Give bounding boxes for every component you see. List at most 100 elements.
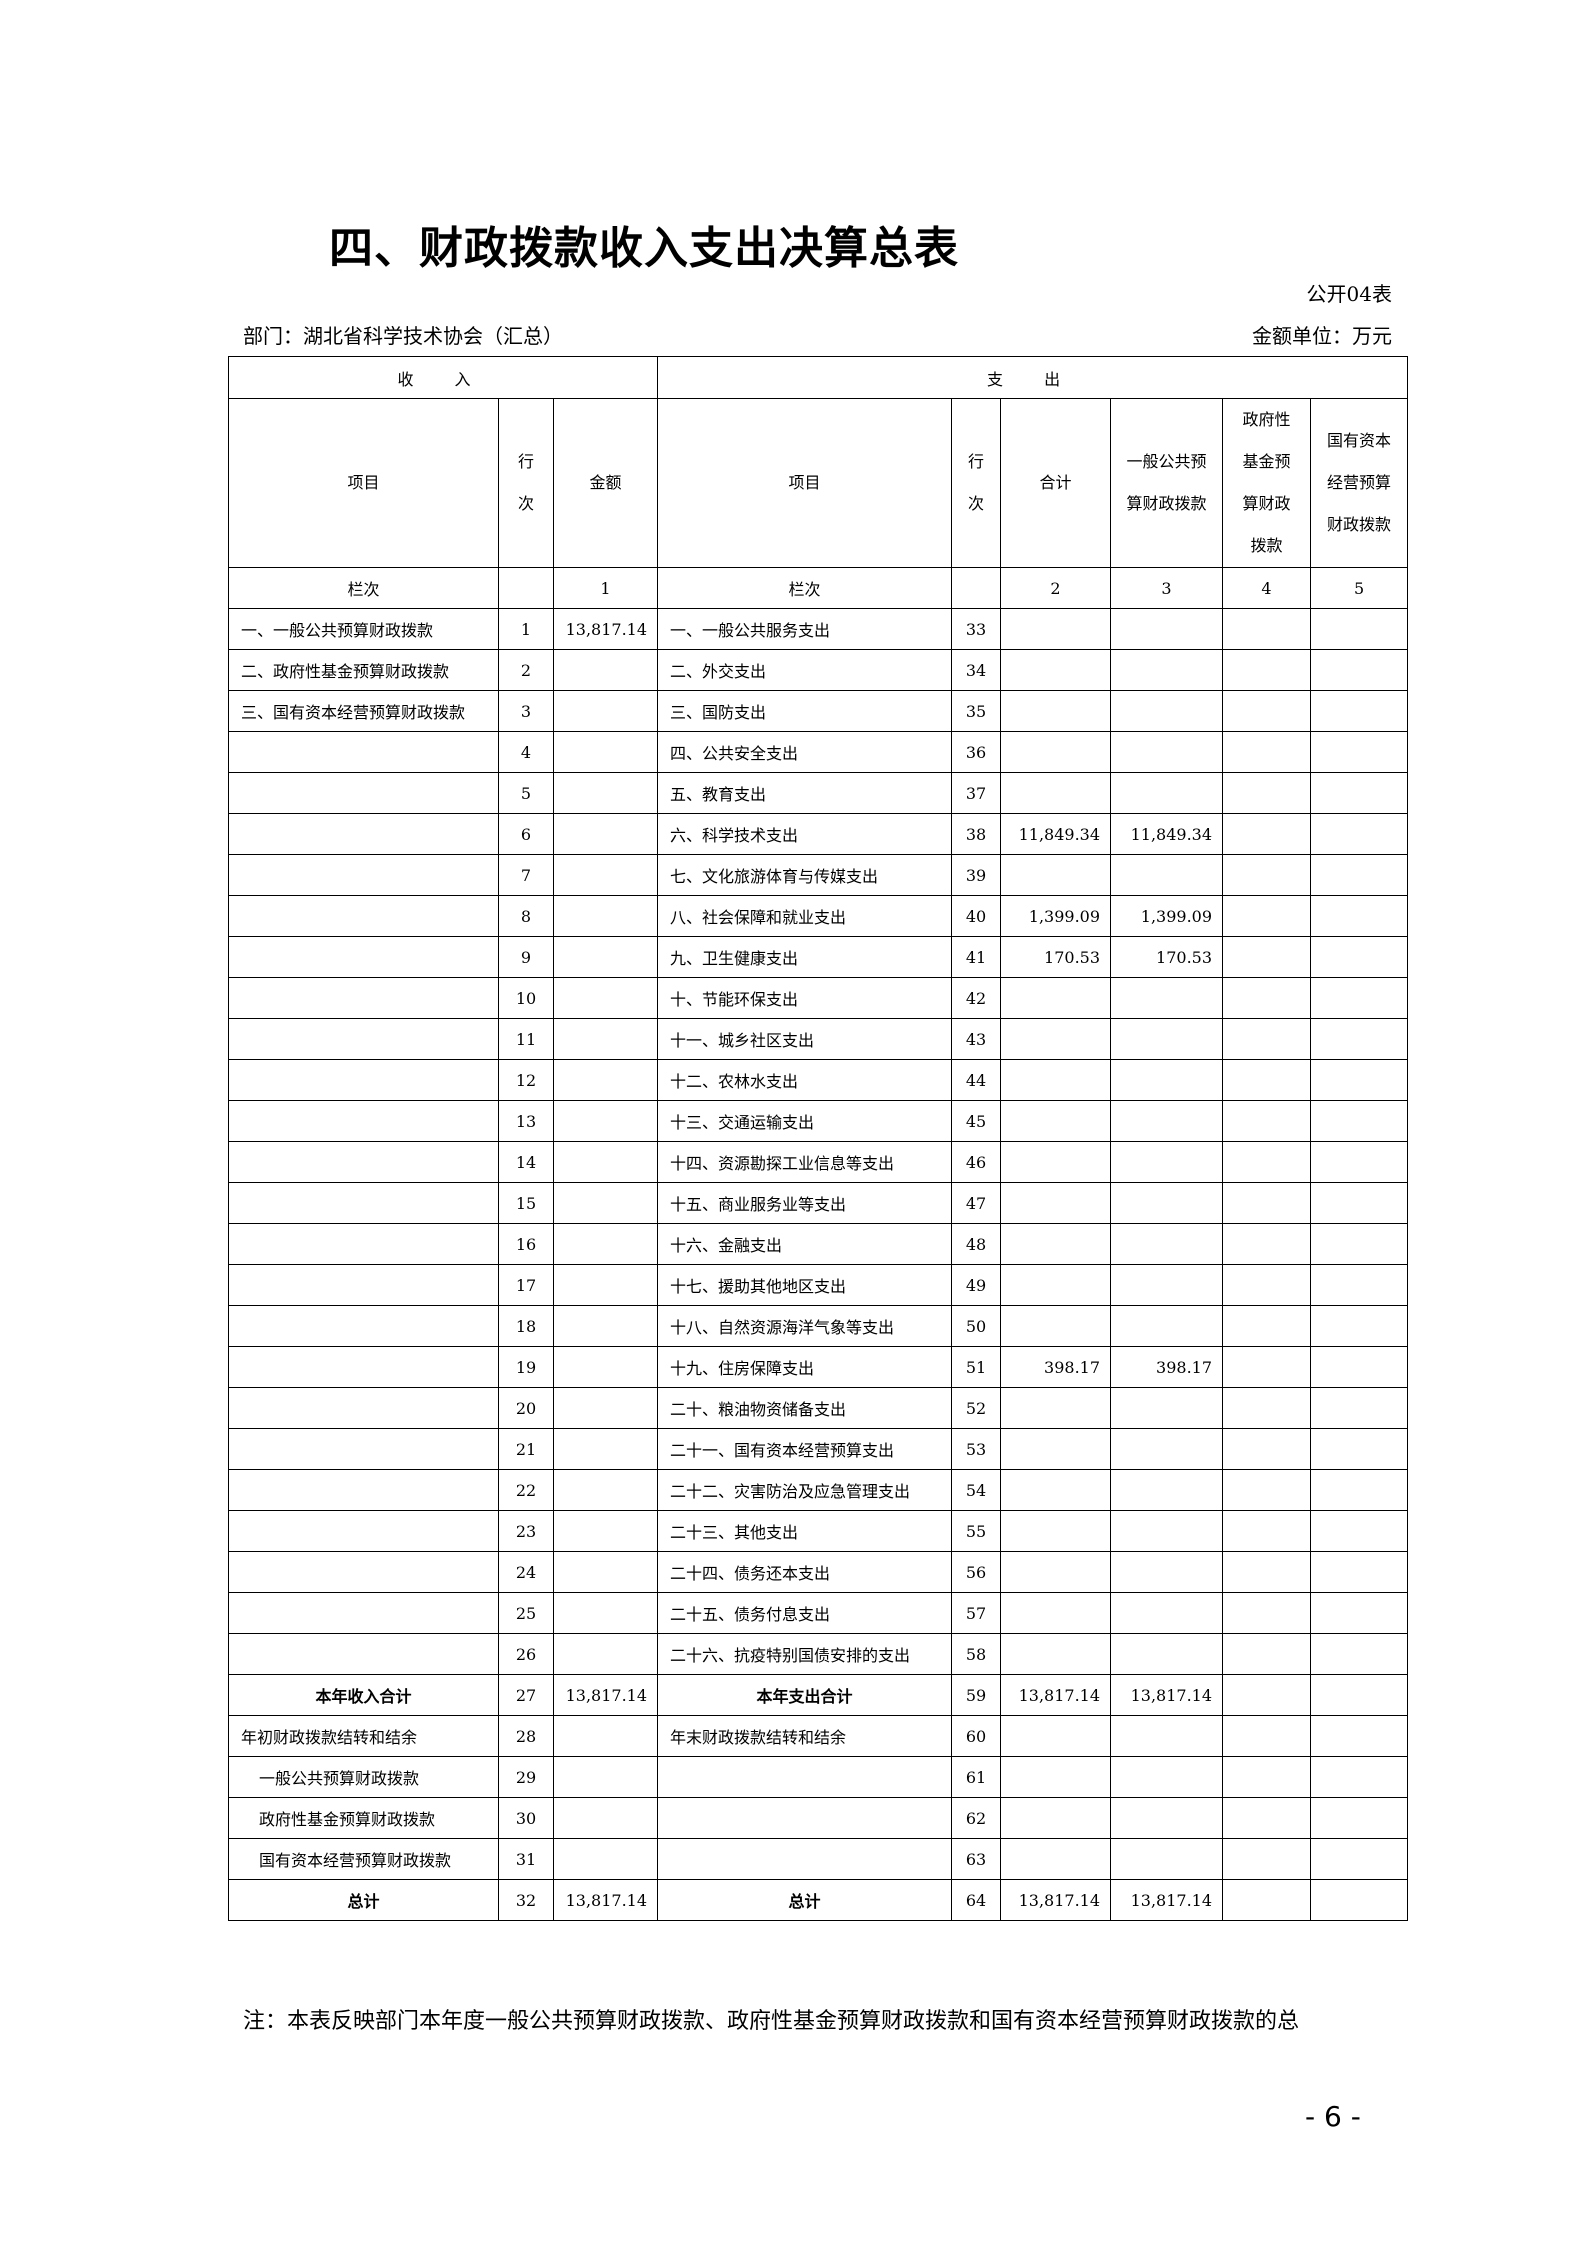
table-row: 二、政府性基金预算财政拨款 2 二、外交支出 34	[228, 649, 1409, 691]
expense-total	[1000, 1141, 1112, 1183]
expense-general-budget	[1110, 608, 1224, 650]
income-item	[228, 813, 499, 855]
expense-line-no: 38	[951, 813, 1002, 855]
expense-capital-budget	[1310, 772, 1409, 814]
expense-line-no: 53	[951, 1428, 1002, 1470]
expense-general-budget	[1110, 1387, 1224, 1429]
income-amount	[552, 1592, 659, 1634]
unit-label: 金额单位：万元	[1252, 324, 1392, 348]
income-line-no: 16	[498, 1223, 554, 1265]
expense-item: 三、国防支出	[657, 690, 953, 732]
expense-fund-budget	[1222, 690, 1312, 732]
fund-budget-header: 政府性基金预算财政拨款	[1222, 398, 1312, 568]
table-row: 国有资本经营预算财政拨款 31 63	[228, 1838, 1409, 1880]
table-row: 24 二十四、债务还本支出 56	[228, 1551, 1409, 1593]
expense-general-budget	[1110, 1141, 1224, 1183]
expense-item: 本年支出合计	[657, 1674, 953, 1716]
expense-line-no: 46	[951, 1141, 1002, 1183]
expense-header: 支 出	[657, 356, 1409, 399]
expense-total	[1000, 1305, 1112, 1347]
expense-item: 二十五、债务付息支出	[657, 1592, 953, 1634]
expense-fund-budget	[1222, 1223, 1312, 1265]
expense-fund-budget	[1222, 1059, 1312, 1101]
expense-fund-budget	[1222, 854, 1312, 896]
expense-line-no: 52	[951, 1387, 1002, 1429]
income-line-no: 7	[498, 854, 554, 896]
table-row: 一、一般公共预算财政拨款 1 13,817.14 一、一般公共服务支出 33	[228, 608, 1409, 650]
income-line-no: 18	[498, 1305, 554, 1347]
expense-item: 一、一般公共服务支出	[657, 608, 953, 650]
expense-capital-budget	[1310, 895, 1409, 937]
expense-line-no: 63	[951, 1838, 1002, 1880]
expense-total	[1000, 1059, 1112, 1101]
expense-total	[1000, 1018, 1112, 1060]
income-amount	[552, 1510, 659, 1552]
expense-item: 十一、城乡社区支出	[657, 1018, 953, 1060]
expense-fund-budget	[1222, 1469, 1312, 1511]
expense-fund-budget	[1222, 731, 1312, 773]
expense-fund-budget	[1222, 1387, 1312, 1429]
expense-capital-budget	[1310, 1510, 1409, 1552]
expense-capital-budget	[1310, 1141, 1409, 1183]
table-row: 22 二十二、灾害防治及应急管理支出 54	[228, 1469, 1409, 1511]
col-index-3: 3	[1110, 567, 1224, 609]
expense-general-budget	[1110, 1100, 1224, 1142]
expense-line-no: 59	[951, 1674, 1002, 1716]
table-row: 三、国有资本经营预算财政拨款 3 三、国防支出 35	[228, 690, 1409, 732]
income-line-no: 12	[498, 1059, 554, 1101]
expense-total	[1000, 608, 1112, 650]
expense-general-budget	[1110, 1428, 1224, 1470]
expense-total	[1000, 1182, 1112, 1224]
expense-item: 十、节能环保支出	[657, 977, 953, 1019]
expense-general-budget: 13,817.14	[1110, 1879, 1224, 1921]
expense-item: 十六、金融支出	[657, 1223, 953, 1265]
income-item	[228, 1100, 499, 1142]
income-amount	[552, 1469, 659, 1511]
table-row: 8 八、社会保障和就业支出 40 1,399.09 1,399.09	[228, 895, 1409, 937]
form-number: 公开04表	[1306, 282, 1392, 306]
expense-general-budget	[1110, 649, 1224, 691]
table-row: 12 十二、农林水支出 44	[228, 1059, 1409, 1101]
income-amount	[552, 936, 659, 978]
income-line-no: 9	[498, 936, 554, 978]
expense-fund-budget	[1222, 1592, 1312, 1634]
expense-line-no: 56	[951, 1551, 1002, 1593]
col-label: 栏次	[657, 567, 953, 609]
expense-total	[1000, 772, 1112, 814]
expense-item: 二十三、其他支出	[657, 1510, 953, 1552]
income-item	[228, 1346, 499, 1388]
expense-general-budget	[1110, 1469, 1224, 1511]
income-amount	[552, 1141, 659, 1183]
income-item: 一、一般公共预算财政拨款	[228, 608, 499, 650]
expense-line-no: 60	[951, 1715, 1002, 1757]
income-amount	[552, 1838, 659, 1880]
expense-total	[1000, 731, 1112, 773]
income-header: 收 入	[227, 356, 659, 399]
income-line-no: 1	[498, 608, 554, 650]
table-row: 13 十三、交通运输支出 45	[228, 1100, 1409, 1142]
income-item	[228, 854, 499, 896]
budget-summary-table: 收 入 支 出 项目 行次 金额 项目 行次 合计 一般公共预算财政拨款 政府性…	[227, 356, 1409, 1921]
table-row: 14 十四、资源勘探工业信息等支出 46	[228, 1141, 1409, 1183]
table-row: 6 六、科学技术支出 38 11,849.34 11,849.34	[228, 813, 1409, 855]
income-amount	[552, 1223, 659, 1265]
expense-line-no: 40	[951, 895, 1002, 937]
page-title: 四、财政拨款收入支出决算总表	[329, 223, 959, 274]
expense-fund-budget	[1222, 1674, 1312, 1716]
table-row: 18 十八、自然资源海洋气象等支出 50	[228, 1305, 1409, 1347]
expense-line-no: 50	[951, 1305, 1002, 1347]
income-amount	[552, 1305, 659, 1347]
expense-fund-budget	[1222, 1838, 1312, 1880]
income-amount	[552, 1018, 659, 1060]
income-amount	[552, 1551, 659, 1593]
income-line-no: 5	[498, 772, 554, 814]
header-row-columns: 项目 行次 金额 项目 行次 合计 一般公共预算财政拨款 政府性基金预算财政拨款…	[228, 398, 1409, 568]
expense-capital-budget	[1310, 649, 1409, 691]
income-amount	[552, 977, 659, 1019]
expense-capital-budget	[1310, 1182, 1409, 1224]
expense-total	[1000, 1428, 1112, 1470]
income-item: 三、国有资本经营预算财政拨款	[228, 690, 499, 732]
table-row: 25 二十五、债务付息支出 57	[228, 1592, 1409, 1634]
income-amount	[552, 1387, 659, 1429]
expense-fund-budget	[1222, 772, 1312, 814]
